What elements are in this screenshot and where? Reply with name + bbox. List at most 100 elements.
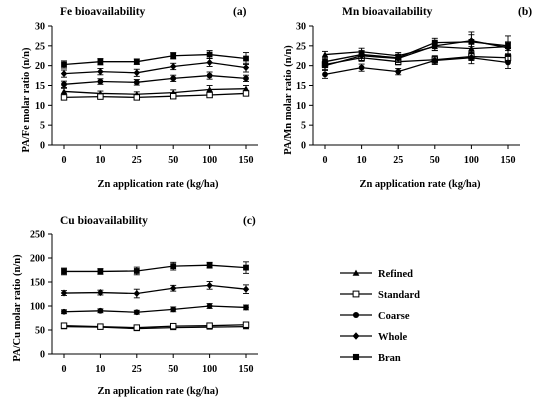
- data-point-standard: [242, 90, 250, 97]
- data-point-standard: [133, 324, 141, 331]
- y-axis-title: PA/Fe molar ratio (n/n): [21, 47, 32, 152]
- data-point-coarse: [243, 304, 249, 311]
- y-axis-title: PA/Mn molar ratio (n/n): [283, 45, 294, 155]
- y-tick-label: 15: [35, 81, 45, 92]
- data-point-whole: [206, 58, 213, 67]
- data-point-whole: [242, 64, 250, 72]
- y-tick-label: 150: [30, 278, 45, 289]
- y-tick-label: 250: [30, 230, 45, 241]
- data-point-bran: [243, 264, 249, 271]
- series-line-coarse: [324, 57, 509, 76]
- data-point-whole: [133, 69, 140, 77]
- data-point-coarse: [61, 308, 67, 315]
- data-point-refined: [321, 51, 329, 58]
- x-tick-label: 25: [393, 155, 403, 166]
- y-tick-label: 20: [296, 61, 306, 72]
- y-tick-label: 5: [40, 121, 45, 132]
- data-point-bran: [206, 262, 213, 269]
- series-line-coarse: [63, 74, 247, 85]
- y-tick-label: 200: [30, 254, 45, 265]
- data-point-coarse: [505, 59, 511, 66]
- legend-label-standard: Standard: [378, 290, 420, 301]
- y-tick-label: 100: [30, 302, 45, 313]
- series-line-standard: [63, 92, 247, 99]
- data-point-whole: [170, 284, 177, 292]
- data-point-coarse: [133, 309, 140, 316]
- data-point-bran: [97, 268, 104, 275]
- data-point-bran: [505, 42, 511, 49]
- x-tick-label: 25: [132, 364, 142, 375]
- legend-label-bran: Bran: [378, 353, 401, 364]
- data-point-coarse: [170, 75, 177, 82]
- data-point-bran: [206, 51, 213, 58]
- data-point-bran: [431, 39, 438, 46]
- data-point-standard: [206, 322, 213, 329]
- data-point-standard: [60, 94, 68, 101]
- series-line-bran: [324, 41, 509, 63]
- series-line-whole: [63, 284, 247, 295]
- data-point-standard: [206, 91, 213, 99]
- x-tick-label: 0: [62, 364, 67, 375]
- x-axis-title: Zn application rate (kg/ha): [97, 179, 219, 190]
- data-point-bran: [97, 58, 104, 65]
- legend-label-coarse: Coarse: [378, 311, 410, 322]
- legend-marker-bran: [352, 353, 360, 361]
- data-point-bran: [133, 58, 140, 65]
- data-point-bran: [358, 51, 365, 58]
- data-point-bran: [61, 61, 67, 68]
- series-line-whole: [63, 61, 247, 75]
- panel-fe-bioavailability: Fe bioavailability (a) Zn application ra…: [21, 6, 258, 190]
- y-tick-label: 0: [301, 141, 306, 152]
- data-point-bran: [395, 54, 402, 61]
- data-point-standard: [242, 321, 250, 328]
- data-point-whole: [242, 285, 250, 293]
- x-tick-label: 0: [323, 155, 328, 166]
- y-tick-label: 50: [35, 326, 45, 337]
- x-tick-label: 25: [132, 155, 142, 166]
- data-point-coarse: [243, 75, 249, 82]
- y-tick-label: 25: [296, 41, 306, 52]
- data-point-standard: [169, 322, 177, 330]
- data-point-standard: [133, 94, 141, 101]
- data-point-bran: [243, 55, 249, 62]
- data-point-standard: [97, 93, 104, 100]
- series-line-coarse: [63, 305, 247, 313]
- chart-title: Cu bioavailability: [60, 215, 148, 227]
- data-point-coarse: [170, 306, 177, 313]
- data-point-coarse: [322, 71, 328, 78]
- data-point-whole: [97, 289, 104, 297]
- y-axis-title: PA/Cu molar ratio (n/n): [12, 254, 23, 362]
- data-point-whole: [60, 70, 68, 78]
- panel-cu-bioavailability: Cu bioavailability (c) Zn application ra…: [12, 215, 258, 397]
- y-tick-label: 10: [296, 101, 306, 112]
- data-point-bran: [61, 268, 67, 275]
- series-line-bran: [64, 264, 247, 273]
- legend-label-whole: Whole: [378, 332, 408, 343]
- y-tick-label: 30: [296, 22, 306, 33]
- x-axis-title: Zn application rate (kg/ha): [359, 179, 481, 190]
- data-point-coarse: [431, 57, 438, 64]
- series-line-standard: [63, 324, 247, 329]
- data-point-coarse: [395, 68, 402, 75]
- data-point-bran: [322, 58, 328, 65]
- x-tick-label: 150: [239, 364, 254, 375]
- data-point-standard: [97, 323, 104, 330]
- data-point-coarse: [206, 72, 213, 79]
- x-tick-label: 100: [202, 155, 217, 166]
- series-line-whole: [324, 40, 509, 67]
- x-tick-label: 10: [95, 155, 105, 166]
- series-line-refined: [63, 88, 247, 95]
- data-point-bran: [468, 38, 475, 45]
- y-tick-label: 20: [35, 61, 45, 72]
- data-point-bran: [133, 268, 140, 274]
- x-tick-label: 100: [464, 155, 479, 166]
- x-tick-label: 150: [501, 155, 516, 166]
- y-tick-label: 10: [35, 101, 45, 112]
- panel-label: (c): [243, 215, 256, 227]
- data-point-coarse: [97, 307, 104, 314]
- x-tick-label: 0: [62, 155, 67, 166]
- chart-title: Fe bioavailability: [60, 6, 146, 18]
- data-point-bran: [170, 263, 177, 270]
- series-line-refined: [324, 45, 509, 57]
